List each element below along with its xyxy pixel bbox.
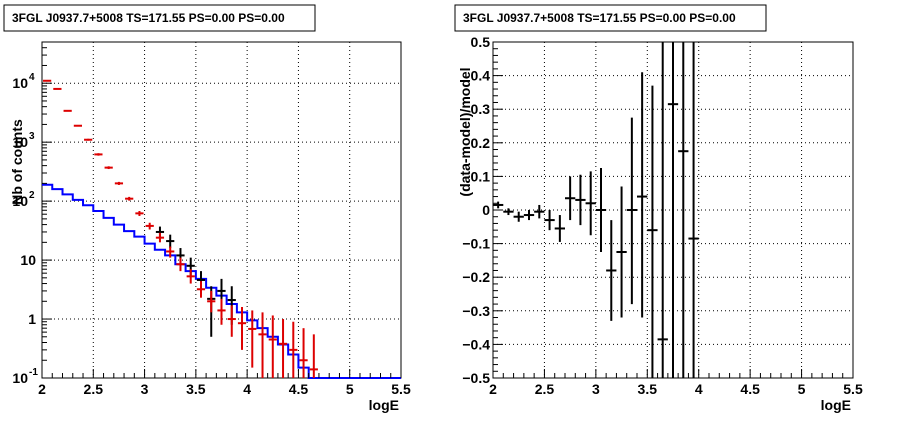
residual-x-tick-label: 2.5 bbox=[535, 381, 555, 397]
counts-x-tick-label: 2.5 bbox=[84, 381, 104, 397]
counts-x-tick-label: 4 bbox=[243, 381, 251, 397]
residual-x-tick-label: 4 bbox=[695, 381, 703, 397]
residual-title: 3FGL J0937.7+5008 TS=171.55 PS=0.00 PS=0… bbox=[463, 11, 736, 25]
residual-y-tick-label: −0.4 bbox=[462, 336, 490, 352]
counts-y-tick-exponent: 3 bbox=[29, 131, 35, 142]
residual-panel: 2 2.5 3 3.5 4 4.5 5 5.5 −0.5 −0.4 −0.3 −0.2 −0.1 0 0.1… bbox=[454, 4, 863, 413]
residual-x-tick-label: 3.5 bbox=[638, 381, 658, 397]
counts-x-tick-label: 5.5 bbox=[391, 381, 411, 397]
residual-y-tick-label: −0.1 bbox=[462, 236, 490, 252]
residual-x-tick-label: 2 bbox=[489, 381, 497, 397]
counts-title-box bbox=[3, 4, 316, 32]
counts-title: 3FGL J0937.7+5008 TS=171.55 PS=0.00 PS=0… bbox=[12, 11, 285, 25]
residual-title-box bbox=[454, 4, 767, 32]
residual-y-tick-label: 0.2 bbox=[471, 135, 491, 151]
counts-plot-frame bbox=[41, 41, 402, 379]
counts-y-tick-label: 1 bbox=[28, 311, 36, 327]
residual-y-tick-label: 0.5 bbox=[471, 34, 491, 50]
residual-x-tick-label: 5 bbox=[798, 381, 806, 397]
counts-x-tick-label: 3.5 bbox=[186, 381, 206, 397]
residual-y-axis-title: (data-model)/model bbox=[457, 67, 473, 196]
counts-y-tick-label: 10 bbox=[12, 193, 28, 209]
residual-x-tick-label: 4.5 bbox=[740, 381, 760, 397]
residual-y-tick-label: −0.5 bbox=[462, 370, 490, 386]
residual-y-tick-label: −0.2 bbox=[462, 269, 490, 285]
counts-y-tick-label: 10 bbox=[12, 134, 28, 150]
counts-y-tick-label: 10 bbox=[12, 370, 28, 386]
counts-y-tick-label: 10 bbox=[20, 252, 36, 268]
counts-x-axis-title: logE bbox=[369, 397, 399, 413]
counts-x-tick-label: 2 bbox=[38, 381, 46, 397]
residual-x-tick-label: 5.5 bbox=[843, 381, 863, 397]
residual-x-tick-label: 3 bbox=[592, 381, 600, 397]
counts-y-tick-label: 10 bbox=[12, 75, 28, 91]
residual-x-axis-title: logE bbox=[821, 397, 851, 413]
residual-y-tick-label: 0.4 bbox=[471, 68, 491, 84]
residual-y-tick-label: 0.1 bbox=[471, 168, 491, 184]
counts-y-tick-exponent: 4 bbox=[29, 72, 35, 83]
counts-x-tick-label: 4.5 bbox=[289, 381, 309, 397]
counts-y-tick-exponent: -1 bbox=[29, 367, 38, 378]
counts-y-axis-title: Nb of counts bbox=[9, 119, 25, 205]
counts-x-tick-label: 3 bbox=[141, 381, 149, 397]
residual-y-tick-label: −0.3 bbox=[462, 303, 490, 319]
residual-y-tick-label: 0.3 bbox=[471, 101, 491, 117]
counts-y-tick-exponent: 2 bbox=[29, 190, 35, 201]
counts-x-tick-label: 5 bbox=[346, 381, 354, 397]
residual-y-tick-label: 0 bbox=[482, 202, 490, 218]
